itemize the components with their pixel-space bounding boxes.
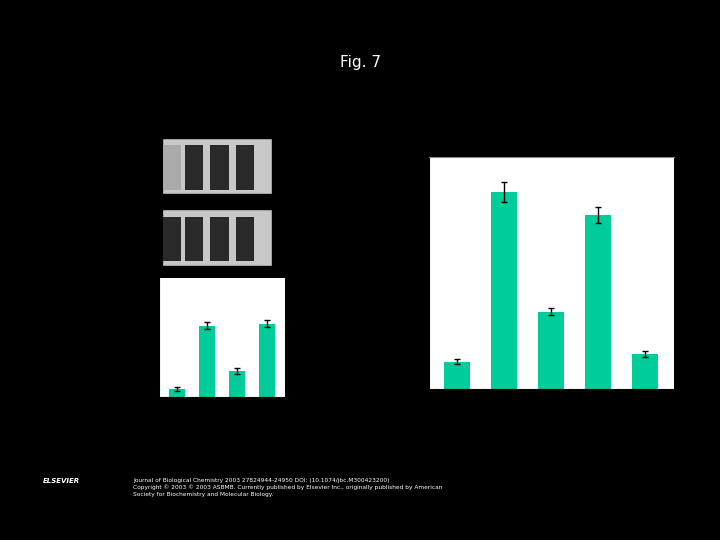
Text: -: -	[549, 447, 553, 456]
Text: +: +	[500, 404, 508, 413]
Text: -: -	[176, 428, 179, 437]
Text: -: -	[503, 447, 505, 456]
Text: -: -	[503, 426, 505, 435]
Bar	[210, 145, 229, 190]
Text: +: +	[595, 404, 602, 413]
Bar	[163, 217, 181, 261]
Bar	[210, 217, 229, 261]
Bar	[163, 145, 181, 190]
Y-axis label: Glucose uptake
(CPM): Glucose uptake (CPM)	[377, 238, 397, 308]
Text: TNF: TNF	[161, 417, 179, 426]
Bar	[185, 217, 204, 261]
Text: ELSEVIER: ELSEVIER	[42, 478, 80, 484]
Text: -: -	[644, 426, 647, 435]
Text: -: -	[235, 428, 239, 437]
Text: Aspirin: Aspirin	[161, 428, 194, 437]
Text: +: +	[264, 417, 271, 426]
Text: -: -	[205, 417, 209, 426]
Text: +: +	[203, 406, 211, 415]
Text: +: +	[264, 406, 271, 415]
Text: +: +	[547, 426, 555, 435]
Bar	[235, 145, 254, 190]
Text: -: -	[176, 406, 179, 415]
Text: +: +	[595, 426, 602, 435]
Text: Aspirin: Aspirin	[430, 447, 464, 456]
Bar	[632, 354, 658, 389]
Bar	[185, 145, 204, 190]
Text: +: +	[233, 406, 241, 415]
Text: B.  Glucose uptake: B. Glucose uptake	[400, 111, 523, 124]
Text: -: -	[644, 404, 647, 413]
Y-axis label: pThr308
(Relative): pThr308 (Relative)	[114, 315, 133, 360]
Text: Journal of Biological Chemistry 2003 27824944-24950 DOI: (10.1074/jbc.M300423200: Journal of Biological Chemistry 2003 278…	[133, 478, 443, 497]
Bar	[585, 215, 611, 389]
Text: +: +	[595, 447, 602, 456]
Text: TNF: TNF	[430, 426, 449, 435]
Text: +: +	[642, 447, 649, 456]
Bar	[162, 209, 271, 266]
Bar	[444, 362, 470, 389]
Text: Fig. 7: Fig. 7	[340, 55, 380, 70]
Bar	[235, 217, 254, 261]
Text: Akt→: Akt→	[141, 233, 161, 242]
Text: Insulin: Insulin	[430, 404, 462, 413]
Text: -: -	[455, 426, 459, 435]
Text: -: -	[205, 428, 209, 437]
Bar	[491, 192, 517, 389]
Text: A.  Akt Thr308: A. Akt Thr308	[112, 111, 208, 124]
Bar	[169, 389, 185, 397]
Text: +: +	[264, 428, 271, 437]
Bar	[162, 138, 271, 194]
Text: +: +	[233, 417, 241, 426]
Bar	[259, 323, 275, 397]
Bar	[539, 312, 564, 389]
Text: pThr308→: pThr308→	[122, 161, 161, 171]
Text: -: -	[455, 404, 459, 413]
Text: +: +	[547, 404, 555, 413]
Bar	[199, 326, 215, 397]
Bar	[229, 371, 246, 397]
Text: Insulin: Insulin	[161, 406, 192, 415]
Text: -: -	[455, 447, 459, 456]
Text: -: -	[176, 417, 179, 426]
